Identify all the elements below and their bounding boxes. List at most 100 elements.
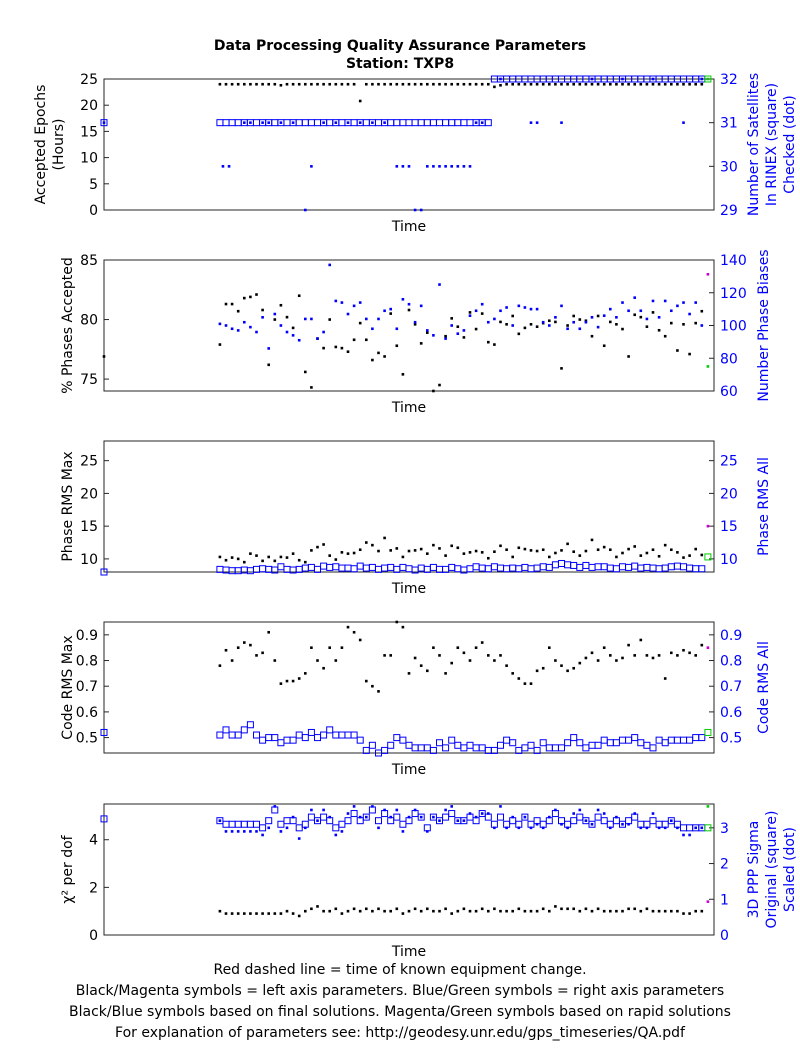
- series-left-dot: [706, 900, 710, 903]
- data-point-square: [436, 817, 443, 825]
- plot-frame: [103, 78, 715, 211]
- data-point-dot: [456, 165, 460, 168]
- data-point-dot: [279, 555, 283, 559]
- series-right-square: [704, 553, 712, 561]
- data-point-dot: [413, 320, 417, 324]
- data-point-dot: [602, 344, 606, 348]
- data-point-dot: [316, 82, 319, 86]
- data-point-dot: [358, 301, 362, 304]
- data-point-dot: [688, 651, 691, 655]
- data-point-dot: [243, 320, 246, 324]
- data-point-square: [588, 820, 596, 828]
- data-point-dot: [438, 82, 441, 86]
- series-left-dot: [218, 905, 704, 918]
- data-point-dot: [578, 554, 582, 557]
- data-point-square: [338, 820, 346, 828]
- data-point-dot: [389, 307, 392, 311]
- left-tick-label: 0: [89, 203, 98, 219]
- data-point-dot: [407, 302, 411, 306]
- data-point-dot: [639, 554, 643, 557]
- data-point-dot: [584, 549, 588, 553]
- data-point-dot: [255, 912, 258, 915]
- data-point-dot: [499, 909, 502, 913]
- data-point-dot: [407, 909, 411, 913]
- data-point-square: [527, 741, 535, 749]
- data-point-dot: [511, 314, 514, 318]
- data-point-dot: [236, 557, 240, 561]
- data-point-square: [301, 734, 309, 742]
- data-point-dot: [548, 815, 551, 819]
- data-point-dot: [243, 121, 246, 124]
- data-point-dot: [651, 82, 655, 86]
- data-point-dot: [426, 552, 429, 555]
- data-point-dot: [468, 314, 472, 317]
- data-point-dot: [590, 334, 594, 338]
- data-point-dot: [365, 317, 368, 321]
- series-right-dot: [706, 365, 710, 368]
- data-point-dot: [310, 386, 313, 389]
- data-point-dot: [627, 82, 630, 86]
- right-axis-label: In RINEX (square): [764, 83, 780, 206]
- left-tick-label: 0.6: [76, 705, 98, 721]
- data-point-dot: [346, 812, 350, 815]
- chart-panel-4: 0.5 0.6 0.7 0.8 0.9 0.5 0.6 0.7 0.8 0.9 Time Code R…: [60, 620, 772, 778]
- data-point-dot: [639, 309, 643, 313]
- left-tick-label: 25: [80, 72, 98, 88]
- chart-title: Data Processing Quality Assurance Parame…: [0, 37, 800, 73]
- data-point-dot: [322, 808, 325, 812]
- data-point-dot: [596, 808, 600, 812]
- right-tick-label: 15: [720, 519, 738, 535]
- data-point-dot: [578, 327, 582, 331]
- data-point-square: [582, 817, 590, 825]
- data-point-dot: [651, 299, 655, 303]
- data-point-dot: [493, 659, 496, 662]
- data-point-square: [100, 728, 108, 736]
- data-point-dot: [456, 909, 460, 913]
- data-point-dot: [499, 544, 502, 548]
- data-point-dot: [224, 558, 228, 562]
- data-point-square: [344, 817, 352, 825]
- data-point-dot: [249, 830, 252, 833]
- series-left-dot: [218, 82, 704, 103]
- data-point-dot: [279, 830, 283, 833]
- data-point-dot: [218, 909, 222, 913]
- data-point-dot: [474, 549, 478, 553]
- data-point-dot: [236, 912, 240, 915]
- left-tick-label: 10: [80, 151, 98, 167]
- data-point-dot: [340, 82, 344, 86]
- data-point-dot: [444, 82, 447, 86]
- data-point-square: [698, 734, 706, 742]
- x-axis-label: Time: [391, 581, 426, 597]
- data-point-dot: [633, 907, 636, 911]
- data-point-dot: [322, 543, 325, 546]
- data-point-dot: [554, 551, 557, 555]
- data-point-dot: [432, 543, 435, 547]
- data-point-dot: [639, 82, 643, 86]
- data-point-dot: [426, 165, 429, 168]
- data-point-dot: [340, 346, 344, 350]
- data-point-dot: [682, 556, 685, 559]
- data-point-dot: [706, 805, 710, 808]
- data-point-dot: [413, 549, 417, 552]
- data-point-dot: [663, 543, 667, 547]
- data-point-dot: [694, 909, 697, 913]
- data-point-dot: [279, 682, 283, 685]
- data-point-dot: [267, 363, 270, 367]
- data-point-dot: [474, 121, 478, 124]
- data-point-square: [100, 815, 108, 823]
- data-point-dot: [444, 672, 447, 675]
- data-point-dot: [383, 309, 386, 313]
- data-point-dot: [676, 82, 679, 86]
- data-point-dot: [651, 909, 655, 913]
- left-axis-label: Accepted Epochs: [33, 85, 49, 205]
- plot-frame: [103, 259, 715, 392]
- series-left-dot: [102, 293, 704, 393]
- data-point-dot: [377, 351, 380, 355]
- series-left-dot: [706, 272, 710, 276]
- left-axis-label: χ² per dof: [60, 834, 76, 903]
- data-point-dot: [407, 672, 411, 675]
- data-point-dot: [401, 555, 405, 559]
- right-tick-label: 80: [720, 351, 738, 367]
- left-tick-label: 25: [80, 454, 98, 470]
- plot-frame: [103, 621, 715, 754]
